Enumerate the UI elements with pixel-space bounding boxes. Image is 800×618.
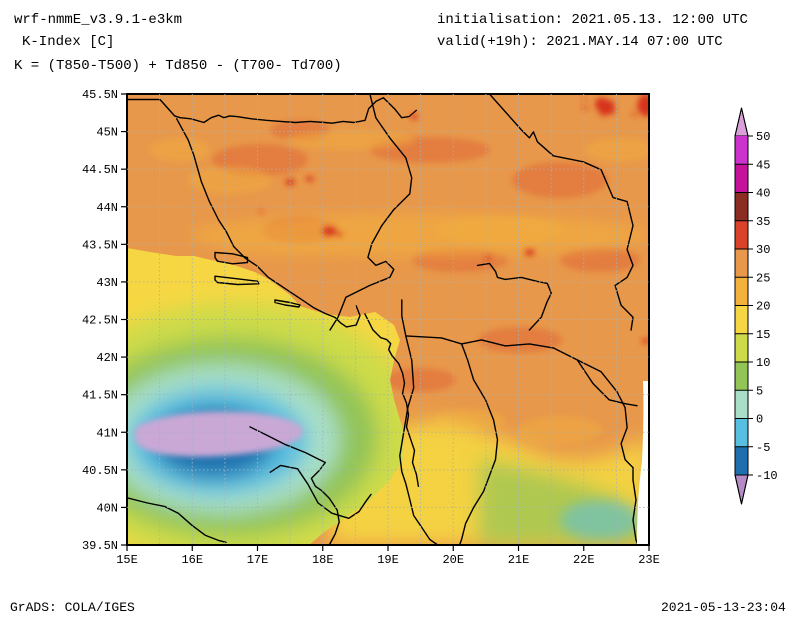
svg-text:40: 40: [756, 187, 770, 201]
svg-text:5: 5: [756, 384, 763, 398]
svg-text:17E: 17E: [247, 553, 269, 567]
svg-text:42N: 42N: [96, 351, 118, 365]
svg-text:20E: 20E: [442, 553, 464, 567]
svg-text:-10: -10: [756, 469, 778, 483]
svg-text:25: 25: [756, 271, 770, 285]
svg-text:44N: 44N: [96, 201, 118, 215]
svg-text:15: 15: [756, 328, 770, 342]
svg-text:43.5N: 43.5N: [82, 238, 118, 252]
svg-text:15E: 15E: [116, 553, 138, 567]
svg-text:18E: 18E: [312, 553, 334, 567]
svg-text:21E: 21E: [508, 553, 530, 567]
svg-text:40N: 40N: [96, 501, 118, 515]
svg-text:41N: 41N: [96, 426, 118, 440]
svg-text:10: 10: [756, 356, 770, 370]
svg-text:22E: 22E: [573, 553, 595, 567]
svg-text:43N: 43N: [96, 276, 118, 290]
svg-text:45: 45: [756, 158, 770, 172]
svg-text:23E: 23E: [638, 553, 660, 567]
svg-text:19E: 19E: [377, 553, 399, 567]
svg-text:39.5N: 39.5N: [82, 539, 118, 553]
svg-text:35: 35: [756, 215, 770, 229]
svg-text:45.5N: 45.5N: [82, 88, 118, 102]
svg-text:45N: 45N: [96, 126, 118, 140]
svg-text:42.5N: 42.5N: [82, 314, 118, 328]
svg-text:0: 0: [756, 413, 763, 427]
svg-text:44.5N: 44.5N: [82, 163, 118, 177]
svg-text:41.5N: 41.5N: [82, 389, 118, 403]
svg-text:20: 20: [756, 300, 770, 314]
svg-text:16E: 16E: [181, 553, 203, 567]
svg-text:-5: -5: [756, 441, 770, 455]
svg-text:40.5N: 40.5N: [82, 464, 118, 478]
svg-text:50: 50: [756, 130, 770, 144]
svg-text:30: 30: [756, 243, 770, 257]
